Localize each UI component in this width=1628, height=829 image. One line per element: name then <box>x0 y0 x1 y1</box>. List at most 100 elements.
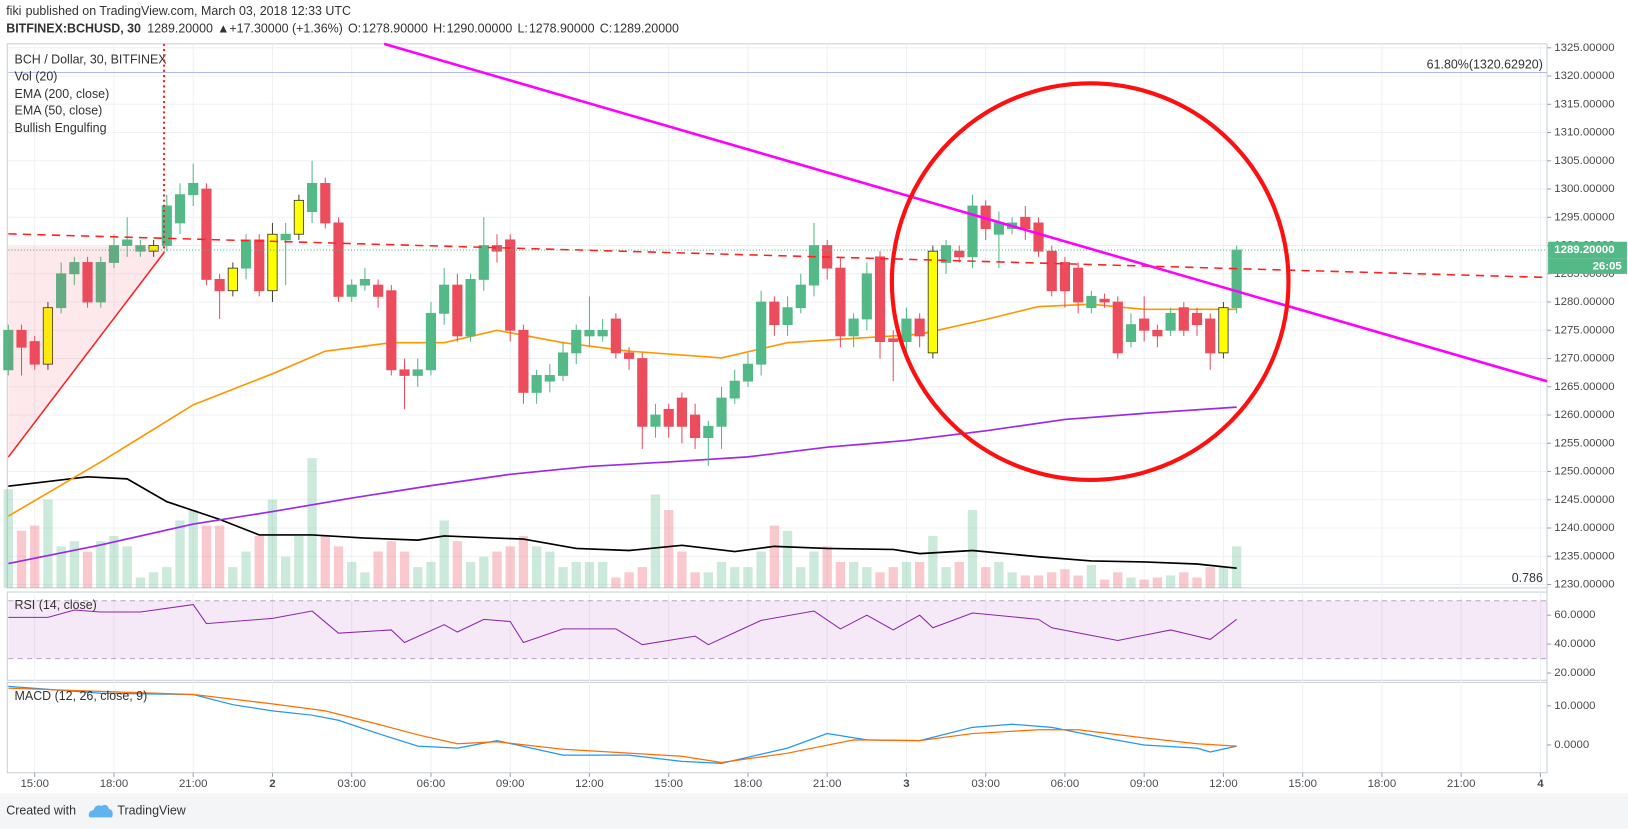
volume-bar <box>981 567 991 588</box>
volume-bar <box>954 561 964 588</box>
volume-bar <box>1073 575 1083 588</box>
pane-title: MACD (12, 26, close, 9) <box>15 689 148 703</box>
volume-bar <box>3 489 13 588</box>
volume-bar <box>122 546 132 588</box>
x-tick-label: 06:00 <box>417 778 446 790</box>
candle-body <box>399 369 410 376</box>
candle-body <box>914 318 925 337</box>
x-tick-label: 4 <box>1537 778 1544 790</box>
volume-bar <box>650 494 661 588</box>
volume-bar <box>941 567 951 588</box>
volume-bar <box>1020 575 1030 588</box>
candle-body <box>491 245 503 252</box>
x-tick-label: 15:00 <box>1288 778 1317 790</box>
volume-bar <box>716 561 727 588</box>
volume-bar <box>1113 572 1123 588</box>
candle-body <box>650 414 661 427</box>
volume-bar <box>96 541 106 588</box>
volume-bar <box>809 551 819 588</box>
volume-bar <box>43 499 53 588</box>
candle-body <box>1033 222 1044 252</box>
volume-bar <box>439 520 449 588</box>
volume-bar <box>413 567 423 588</box>
candle-body <box>888 338 899 342</box>
footer-bar <box>0 793 1628 829</box>
volume-bar <box>928 535 938 588</box>
header-text: 1290.00000 <box>447 22 513 36</box>
candle-body <box>227 267 238 292</box>
candle-body <box>531 375 542 393</box>
candle-body <box>1139 318 1150 331</box>
x-tick-label: 15:00 <box>654 778 683 790</box>
volume-bar <box>796 567 806 588</box>
volume-bar <box>294 535 304 588</box>
y-tick-label: 1255.00000 <box>1554 437 1614 449</box>
rsi-line <box>8 604 1237 646</box>
volume-bar <box>452 541 463 588</box>
header-text: fiki <box>6 4 21 18</box>
macd-line <box>8 687 1237 764</box>
candle-body <box>940 245 952 263</box>
volume-bar <box>82 551 93 588</box>
candle-body <box>782 307 793 326</box>
volume-bar <box>782 530 793 588</box>
volume-bar <box>1099 579 1110 588</box>
volume-bar <box>914 561 925 588</box>
volume-bar <box>1139 579 1149 588</box>
header-text: 1289.20000 <box>613 22 679 36</box>
candle-body <box>465 279 476 337</box>
volume-bar <box>624 572 634 588</box>
volume-bar <box>1152 577 1163 588</box>
candle-body <box>122 239 133 246</box>
volume-bar <box>756 551 766 588</box>
volume-bar <box>135 577 146 588</box>
candle-body <box>505 239 516 331</box>
header-text: published on TradingView.com, March 03, … <box>26 4 351 18</box>
volume-bar <box>531 546 542 588</box>
candle-body <box>148 245 159 252</box>
volume-bar <box>518 535 529 588</box>
candle-body <box>1205 318 1216 354</box>
candle-body <box>676 397 687 427</box>
candle-body <box>1086 295 1097 309</box>
candle-body <box>756 301 767 365</box>
candle-body <box>135 245 146 252</box>
candle-body <box>29 341 40 365</box>
candle-body <box>703 425 714 439</box>
x-tick-label: 15:00 <box>20 778 49 790</box>
volume-bar <box>360 572 370 588</box>
candle-body <box>571 329 582 354</box>
logo-cloud <box>88 804 113 818</box>
volume-bar <box>214 525 225 588</box>
candle-body <box>690 414 701 439</box>
candle-body <box>82 262 93 303</box>
candle-body <box>42 307 54 365</box>
y-tick-label: 1315.00000 <box>1554 98 1614 110</box>
y-tick-label: 1240.00000 <box>1554 522 1614 534</box>
candle-body <box>663 408 674 427</box>
volume-bar <box>505 546 515 588</box>
candle-body <box>584 329 595 337</box>
dashed-level <box>8 233 1548 279</box>
downtrend-line <box>383 42 1548 383</box>
volume-bar <box>188 510 198 588</box>
candle-body <box>610 318 621 354</box>
trend-line <box>7 252 165 458</box>
candle-body <box>320 182 331 224</box>
candle-body <box>373 284 384 297</box>
header-text: BITFINEX:BCHUSD, 30 <box>6 22 141 36</box>
volume-bar <box>1205 567 1215 588</box>
x-tick-label: 3 <box>903 778 909 790</box>
fib-label: 61.80%(1320.62920) <box>1427 58 1543 72</box>
candle-body <box>1218 307 1229 354</box>
header-text: O: <box>348 22 361 36</box>
volume-bar <box>677 551 687 588</box>
y-tick-label: 1295.00000 <box>1554 211 1614 223</box>
countdown: 26:05 <box>1593 261 1623 273</box>
x-tick-label: 03:00 <box>337 778 366 790</box>
volume-bar <box>611 577 621 588</box>
legend-entry: EMA (200, close) <box>15 87 110 101</box>
x-tick-label: 12:00 <box>1209 778 1238 790</box>
x-tick-label: 2 <box>269 778 275 790</box>
y-tick-label: 40.0000 <box>1554 638 1595 650</box>
